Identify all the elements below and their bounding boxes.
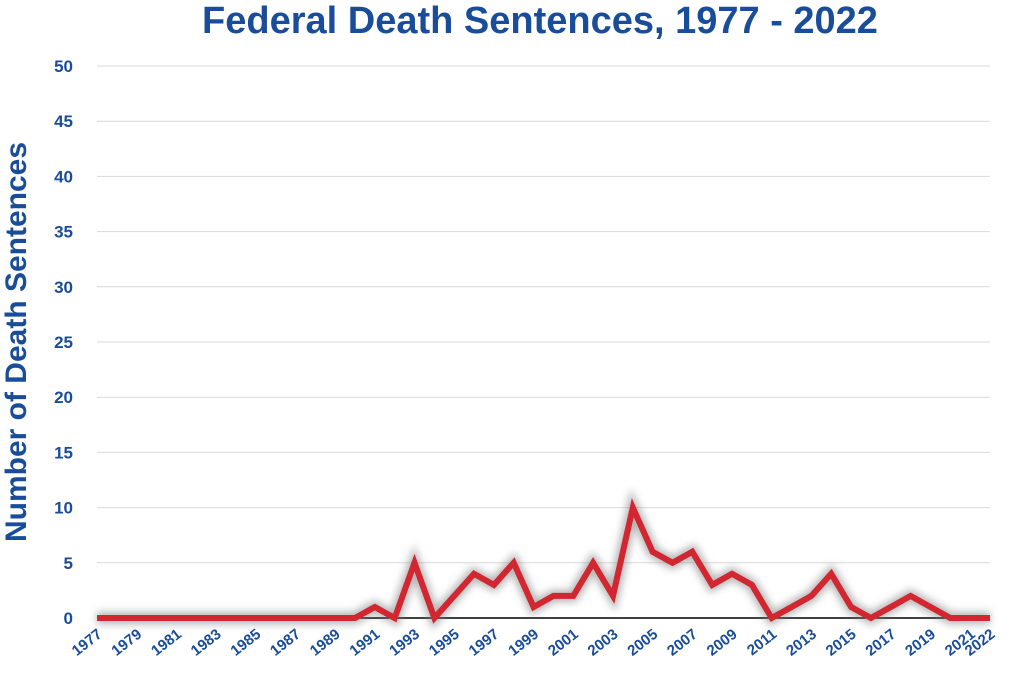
x-tick-label: 2015 bbox=[823, 626, 860, 660]
x-tick-label: 1977 bbox=[69, 626, 106, 660]
gridlines bbox=[97, 65, 990, 564]
y-tick-label: 25 bbox=[54, 333, 73, 352]
x-tick-label: 1979 bbox=[108, 626, 145, 660]
series-group bbox=[96, 488, 991, 630]
series-line bbox=[97, 498, 990, 624]
y-tick-label: 40 bbox=[54, 167, 73, 186]
x-tick-label: 1991 bbox=[347, 626, 384, 660]
x-tick-label: 1989 bbox=[307, 626, 344, 660]
y-tick-label: 0 bbox=[64, 609, 73, 628]
x-tick-label: 2005 bbox=[624, 626, 661, 660]
y-tick-label: 15 bbox=[54, 443, 73, 462]
y-tick-label: 30 bbox=[54, 278, 73, 297]
x-tick-label: 2019 bbox=[902, 626, 939, 660]
x-tick-label: 1987 bbox=[267, 626, 304, 660]
x-tick-label: 1999 bbox=[505, 626, 542, 660]
x-tick-label: 1995 bbox=[426, 626, 463, 660]
x-tick-label: 2009 bbox=[704, 626, 741, 660]
y-tick-label: 50 bbox=[54, 57, 73, 76]
x-tick-label: 2011 bbox=[744, 626, 780, 659]
y-tick-label: 45 bbox=[54, 112, 73, 131]
y-tick-label: 5 bbox=[64, 554, 73, 573]
y-axis-ticks: 0 5 10 15 20 25 30 35 40 45 50 bbox=[54, 57, 73, 628]
x-tick-label: 2017 bbox=[862, 626, 899, 660]
x-tick-label: 1981 bbox=[148, 626, 185, 660]
x-tick-label: 2013 bbox=[783, 626, 820, 660]
x-tick-label: 2007 bbox=[664, 626, 701, 660]
y-tick-label: 20 bbox=[54, 388, 73, 407]
chart-title: Federal Death Sentences, 1977 - 2022 bbox=[202, 0, 878, 42]
x-tick-label: 2003 bbox=[585, 626, 622, 660]
x-tick-label: 1993 bbox=[386, 626, 423, 660]
y-tick-label: 10 bbox=[54, 499, 73, 518]
y-tick-label: 35 bbox=[54, 223, 73, 242]
x-tick-label: 2001 bbox=[545, 626, 582, 660]
x-tick-label: 1997 bbox=[466, 626, 503, 660]
x-axis-ticks: 1977 1979 1981 1983 1985 1987 1989 1991 1993 1995… bbox=[69, 626, 999, 660]
y-axis-label: Number of Death Sentences bbox=[0, 142, 33, 542]
x-tick-label: 1985 bbox=[227, 626, 264, 660]
x-tick-label: 1983 bbox=[188, 626, 225, 660]
